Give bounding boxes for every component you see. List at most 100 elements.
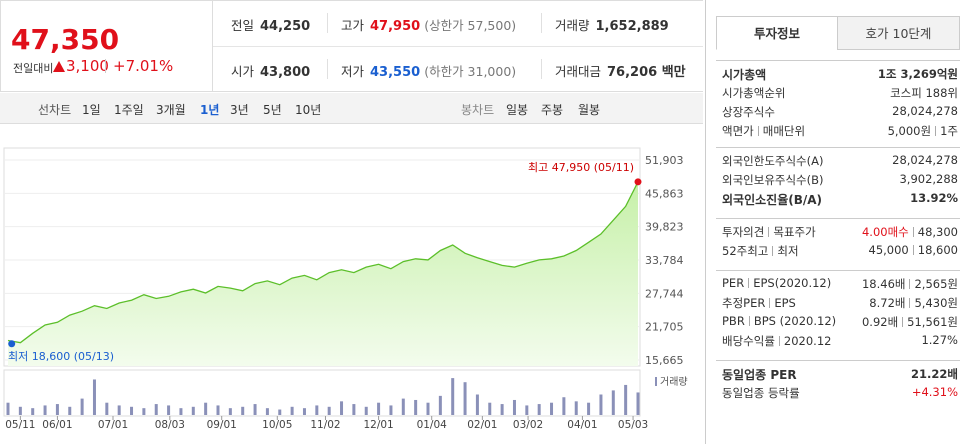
summary-cell: 시가 43,800	[231, 61, 310, 80]
x-tick-label: 11/02	[310, 419, 340, 431]
x-tick-label: 08/03	[155, 419, 185, 431]
info-label: 동일업종 PER	[722, 366, 797, 383]
info-row: 외국인한도주식수(A) 28,024,278	[716, 151, 960, 170]
period-button[interactable]: 3개월	[156, 103, 186, 117]
x-tick-label: 10/05	[262, 419, 292, 431]
value-part: 5,430원	[914, 296, 958, 310]
info-row: 추정PER EPS 8.72배 5,430원	[716, 293, 960, 312]
candle-button[interactable]: 일봉	[506, 103, 529, 117]
value-part: +4.31%	[911, 385, 958, 399]
info-section: 외국인한도주식수(A) 28,024,278 외국인보유주식수(B) 3,902,28…	[716, 147, 960, 208]
min-point	[8, 340, 16, 348]
label-part: 상장주식수	[722, 105, 775, 119]
volume-bar	[611, 390, 615, 415]
x-tick-label: 05/11	[5, 419, 35, 431]
volume-bar	[191, 406, 195, 415]
volume-bar	[43, 405, 47, 415]
period-button[interactable]: 5년	[263, 103, 282, 117]
candle-button[interactable]: 월봉	[578, 103, 601, 117]
divider	[105, 59, 106, 73]
info-label: 52주최고 최저	[722, 243, 799, 259]
info-label: 상장주식수	[722, 104, 775, 120]
nav-label: 봉차트	[461, 103, 495, 117]
info-row: 시가총액 1조 3,269억원	[716, 64, 960, 83]
value-part: 1조 3,269억원	[877, 67, 958, 81]
summary-cell: 전일 44,250	[231, 15, 310, 34]
tab[interactable]: 투자정보	[716, 16, 838, 50]
candle-button[interactable]: 주봉	[541, 103, 564, 117]
price-chart: 15,665 21,705 27,744 33,784 39,823 45,863 51,9…	[3, 147, 688, 431]
info-section: 투자의견 목표주가 4.00매수 48,300 52주최고 최저 45,000 18,600	[716, 218, 960, 260]
info-value: 21.22배	[911, 366, 958, 382]
period-button[interactable]: 1주일	[114, 103, 144, 117]
volume-bar	[31, 408, 35, 415]
tab[interactable]: 호가 10단계	[837, 16, 960, 50]
period-button[interactable]: 10년	[295, 103, 322, 117]
volume-bar	[241, 406, 245, 415]
volume-bar	[315, 405, 319, 415]
volume-bar	[463, 382, 467, 415]
value-part: 코스피 188위	[890, 86, 958, 100]
info-label: 시가총액	[722, 66, 766, 83]
volume-bar	[550, 402, 554, 415]
info-row: 52주최고 최저 45,000 18,600	[716, 241, 960, 260]
volume-bar	[389, 405, 393, 415]
x-tick-label: 09/01	[207, 419, 237, 431]
label-part: 투자의견	[722, 225, 765, 239]
info-value: 0.92배 51,561원	[862, 314, 958, 330]
info-row: 액면가 매매단위 5,000원 1주	[716, 121, 960, 140]
volume-bar	[265, 408, 269, 415]
value-part: 3,902,288	[899, 172, 958, 186]
volume-bar	[488, 402, 492, 415]
x-tick-label: 02/01	[467, 419, 497, 431]
volume-bar	[6, 402, 10, 415]
info-value: 5,000원 1주	[888, 123, 958, 139]
x-tick-label: 01/04	[417, 419, 448, 431]
volume-bar	[228, 408, 232, 415]
value-part: 0.92배	[861, 315, 899, 329]
period-button[interactable]: 3년	[230, 103, 249, 117]
volume-bar	[562, 397, 566, 415]
summary-value: 43,800	[260, 65, 311, 80]
volume-bar	[117, 405, 121, 415]
label-part: 목표주가	[773, 225, 816, 239]
info-value: 1.27%	[921, 333, 958, 347]
value-part: 1.27%	[921, 333, 958, 347]
max-point	[634, 178, 642, 186]
value-part: 51,561원	[907, 315, 958, 329]
summary-value: 44,250	[260, 19, 311, 34]
volume-bar	[80, 398, 84, 415]
summary: 전일 44,250 고가 47,950 (상한가 57,500) 거래량 1,652,889…	[213, 0, 703, 92]
period-button[interactable]: 1년	[200, 103, 220, 117]
label-part: BPS (2020.12)	[753, 314, 837, 328]
summary-label: 시가	[231, 64, 255, 79]
volume-bar	[352, 404, 356, 415]
summary-label: 전일	[231, 18, 255, 33]
value-part: 48,300	[917, 225, 958, 239]
separator	[772, 246, 774, 256]
info-row: 배당수익률 2020.12 1.27%	[716, 331, 960, 350]
info-label: PBR BPS (2020.12)	[722, 314, 836, 328]
info-value: 1조 3,269억원	[878, 66, 958, 82]
volume-bar	[414, 399, 418, 415]
volume-bar	[587, 402, 591, 415]
period-button[interactable]: 1일	[82, 103, 101, 117]
info-row: 상장주식수 28,024,278	[716, 102, 960, 121]
separator	[778, 336, 780, 346]
divider	[541, 59, 542, 79]
separator	[912, 227, 914, 237]
volume-bar	[636, 392, 640, 415]
change-value: 3,100	[66, 57, 109, 75]
volume-bar	[438, 395, 442, 415]
info-value: 3,902,288	[899, 172, 958, 186]
value-part: 4.00매수	[861, 225, 909, 239]
max-label: 최고 47,950 (05/11)	[528, 161, 634, 174]
info-label: 시가총액순위	[722, 85, 785, 101]
label-part: EPS	[774, 296, 796, 310]
divider	[541, 13, 542, 33]
info-value: 28,024,278	[892, 153, 958, 167]
volume-bar	[278, 409, 282, 415]
separator	[748, 278, 750, 288]
volume-bar	[55, 404, 59, 415]
info-value: +4.31%	[912, 385, 958, 399]
